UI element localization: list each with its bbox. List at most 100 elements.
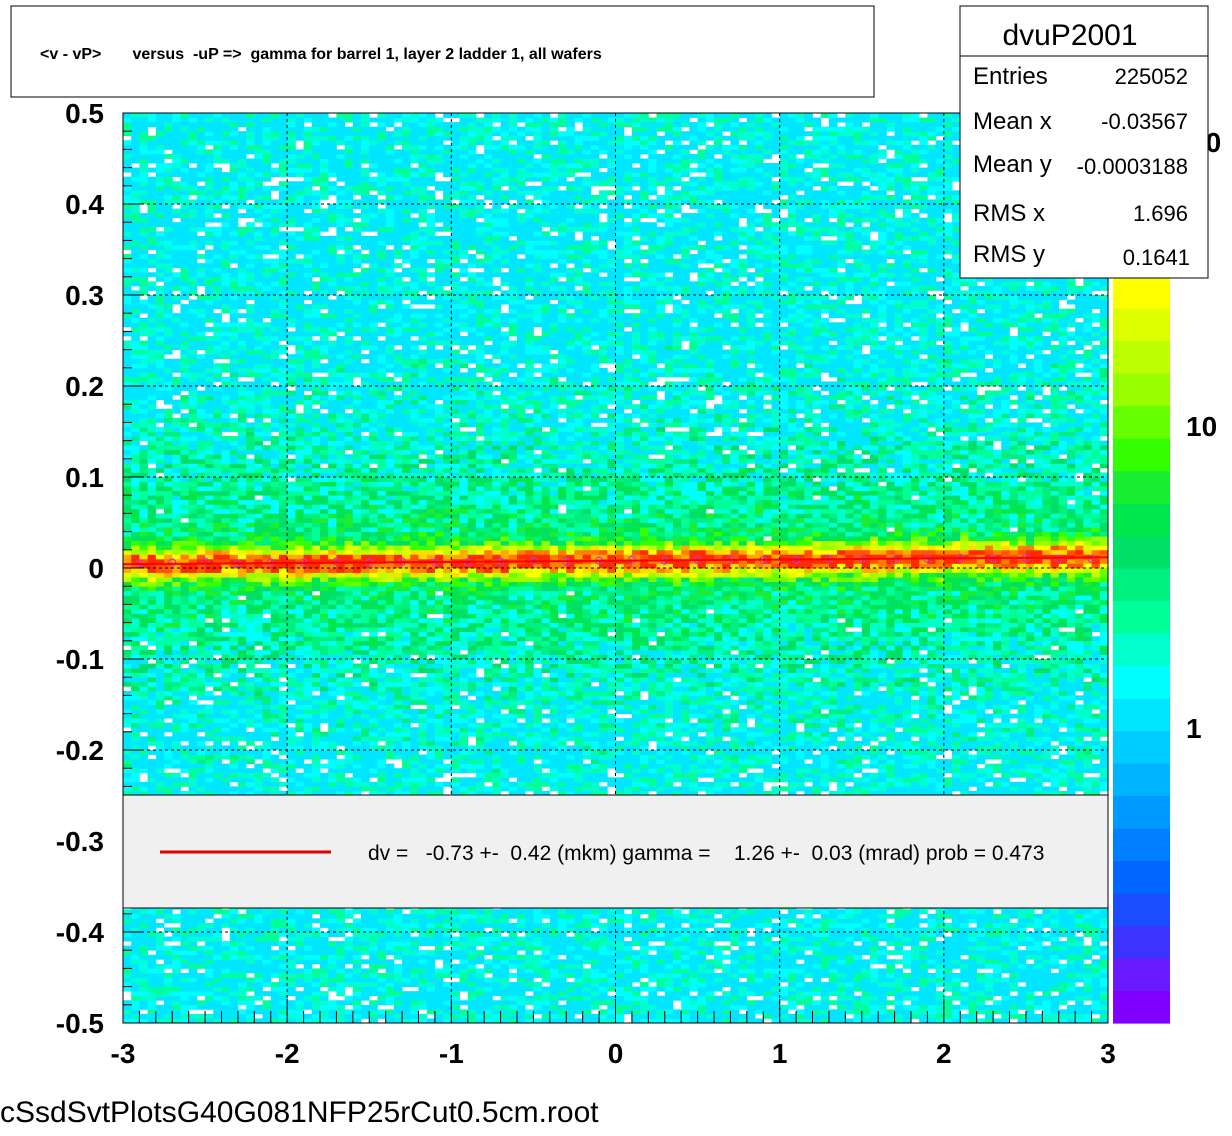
heatmap-cell [189, 955, 198, 960]
heatmap-cell [796, 973, 805, 978]
heatmap-cell [328, 946, 337, 951]
heatmap-cell [328, 973, 337, 978]
heatmap-cell [377, 909, 386, 914]
heatmap-cell [665, 946, 674, 951]
heatmap-cell [1083, 932, 1092, 937]
heatmap-cell [747, 964, 756, 969]
heatmap-cell [131, 1000, 140, 1005]
heatmap-cell [640, 946, 649, 951]
heatmap-cell [624, 914, 633, 919]
heatmap-cell [944, 946, 953, 951]
heatmap-cell [263, 937, 272, 942]
heatmap-cell [1092, 1009, 1101, 1014]
heatmap-cell [681, 1014, 690, 1019]
heatmap-cell [862, 982, 871, 987]
heatmap-cell [624, 959, 633, 964]
heatmap-cell [1075, 923, 1084, 928]
heatmap-cell [419, 932, 428, 937]
heatmap-cell [689, 1000, 698, 1005]
heatmap-cell [443, 941, 452, 946]
heatmap-cell [1059, 978, 1068, 983]
heatmap-cell [205, 996, 214, 1001]
heatmap-cell [927, 1000, 936, 1005]
heatmap-cell [1042, 923, 1051, 928]
heatmap-cell [927, 987, 936, 992]
heatmap-cell [205, 982, 214, 987]
heatmap-cell [197, 1005, 206, 1010]
heatmap-cell [558, 914, 567, 919]
heatmap-cell [131, 1014, 140, 1019]
heatmap-cell [673, 987, 682, 992]
heatmap-cell [755, 923, 764, 928]
heatmap-cell [960, 996, 969, 1001]
heatmap-cell [903, 964, 912, 969]
heatmap-cell [476, 1005, 485, 1010]
heatmap-cell [689, 1005, 698, 1010]
heatmap-cell [139, 932, 148, 937]
heatmap-cell [328, 909, 337, 914]
heatmap-cell [238, 955, 247, 960]
heatmap-cell [222, 918, 231, 923]
heatmap-cell [1042, 918, 1051, 923]
heatmap-cell [599, 1009, 608, 1014]
heatmap-cell [131, 923, 140, 928]
heatmap-cell [361, 1009, 370, 1014]
heatmap-cell [1026, 955, 1035, 960]
heatmap-cell [796, 918, 805, 923]
heatmap-cell [410, 1009, 419, 1014]
heatmap-cell [780, 955, 789, 960]
heatmap-cell [312, 932, 321, 937]
heatmap-cell [673, 1014, 682, 1019]
heatmap-cell [591, 1000, 600, 1005]
heatmap-cell [476, 923, 485, 928]
heatmap-cell [673, 950, 682, 955]
heatmap-cell [993, 978, 1002, 983]
heatmap-cell [968, 959, 977, 964]
heatmap-cell [985, 941, 994, 946]
heatmap-cell [1051, 1000, 1060, 1005]
heatmap-cell [263, 959, 272, 964]
heatmap-cell [763, 1000, 772, 1005]
heatmap-cell [435, 982, 444, 987]
heatmap-cell [895, 973, 904, 978]
heatmap-cell [172, 1000, 181, 1005]
heatmap-cell [960, 973, 969, 978]
heatmap-cell [304, 1000, 313, 1005]
heatmap-cell [911, 968, 920, 973]
heatmap-cell [911, 941, 920, 946]
heatmap-cell [558, 923, 567, 928]
heatmap-cell [156, 987, 165, 992]
heatmap-cell [771, 923, 780, 928]
heatmap-cell [977, 918, 986, 923]
heatmap-cell [903, 982, 912, 987]
heatmap-cell [944, 964, 953, 969]
heatmap-cell [968, 950, 977, 955]
heatmap-cell [566, 996, 575, 1001]
heatmap-cell [443, 968, 452, 973]
heatmap-cell [517, 946, 526, 951]
heatmap-cell [205, 973, 214, 978]
heatmap-cell [1100, 996, 1109, 1001]
heatmap-cell [813, 950, 822, 955]
heatmap-cell [279, 996, 288, 1001]
heatmap-cell [632, 923, 641, 928]
heatmap-cell [533, 941, 542, 946]
heatmap-cell [714, 982, 723, 987]
heatmap-cell [394, 973, 403, 978]
heatmap-cell [213, 1000, 222, 1005]
heatmap-cell [156, 955, 165, 960]
heatmap-cell [739, 987, 748, 992]
heatmap-cell [320, 1005, 329, 1010]
heatmap-cell [574, 937, 583, 942]
heatmap-cell [139, 991, 148, 996]
heatmap-cell [443, 987, 452, 992]
heatmap-cell [591, 1014, 600, 1019]
heatmap-cell [402, 1000, 411, 1005]
heatmap-cell [739, 1014, 748, 1019]
heatmap-cell [755, 964, 764, 969]
heatmap-cell [788, 987, 797, 992]
heatmap-cell [148, 982, 157, 987]
heatmap-cell [993, 982, 1002, 987]
heatmap-cell [377, 978, 386, 983]
heatmap-cell [616, 923, 625, 928]
